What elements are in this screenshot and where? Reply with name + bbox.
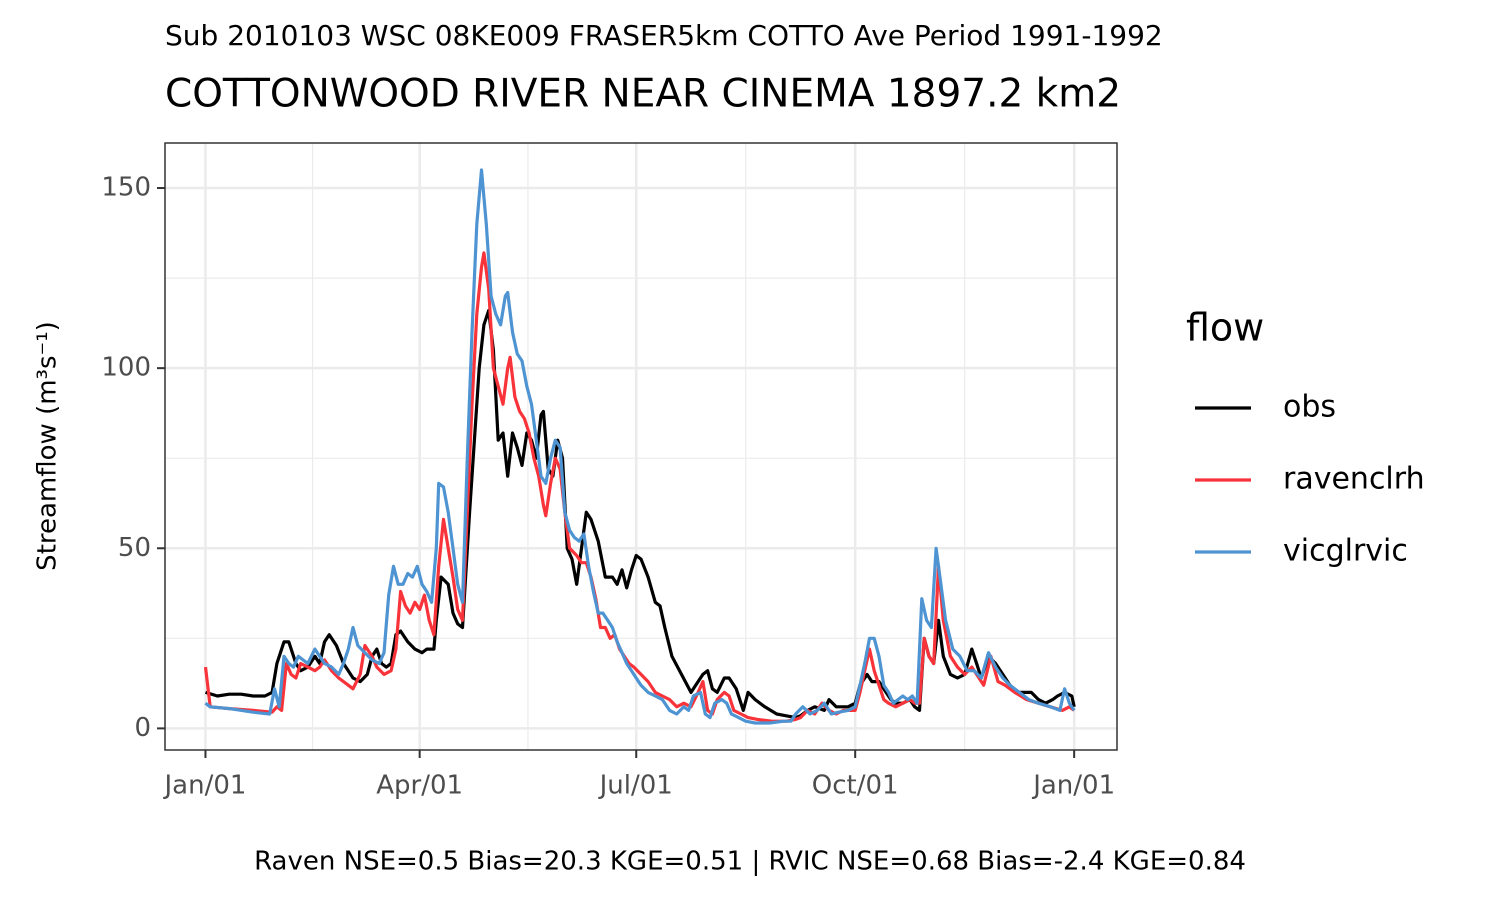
- legend-label: obs: [1283, 390, 1336, 425]
- x-tick-label: Oct/01: [812, 771, 899, 801]
- x-tick-label: Apr/01: [376, 771, 463, 801]
- y-tick-label: 100: [101, 353, 151, 383]
- chart-title: COTTONWOOD RIVER NEAR CINEMA 1897.2 km2: [165, 72, 1121, 117]
- caption: Raven NSE=0.5 Bias=20.3 KGE=0.51 | RVIC …: [254, 847, 1246, 877]
- y-tick-label: 150: [101, 173, 151, 203]
- y-tick-label: 50: [118, 533, 151, 563]
- y-tick-label: 0: [134, 713, 151, 743]
- legend-label: vicglrvic: [1283, 534, 1408, 569]
- legend-title: flow: [1186, 306, 1264, 350]
- y-axis-label: Streamflow (m³s⁻¹): [33, 321, 63, 571]
- chart-subtitle: Sub 2010103 WSC 08KE009 FRASER5km COTTO …: [165, 19, 1163, 52]
- legend-label: ravenclrh: [1283, 462, 1425, 497]
- plot-border: [164, 142, 1118, 751]
- x-tick-label: Jul/01: [598, 771, 673, 801]
- series-line: [204, 168, 1076, 725]
- x-tick-label: Jan/01: [1031, 771, 1115, 801]
- x-tick-label: Jan/01: [162, 771, 246, 801]
